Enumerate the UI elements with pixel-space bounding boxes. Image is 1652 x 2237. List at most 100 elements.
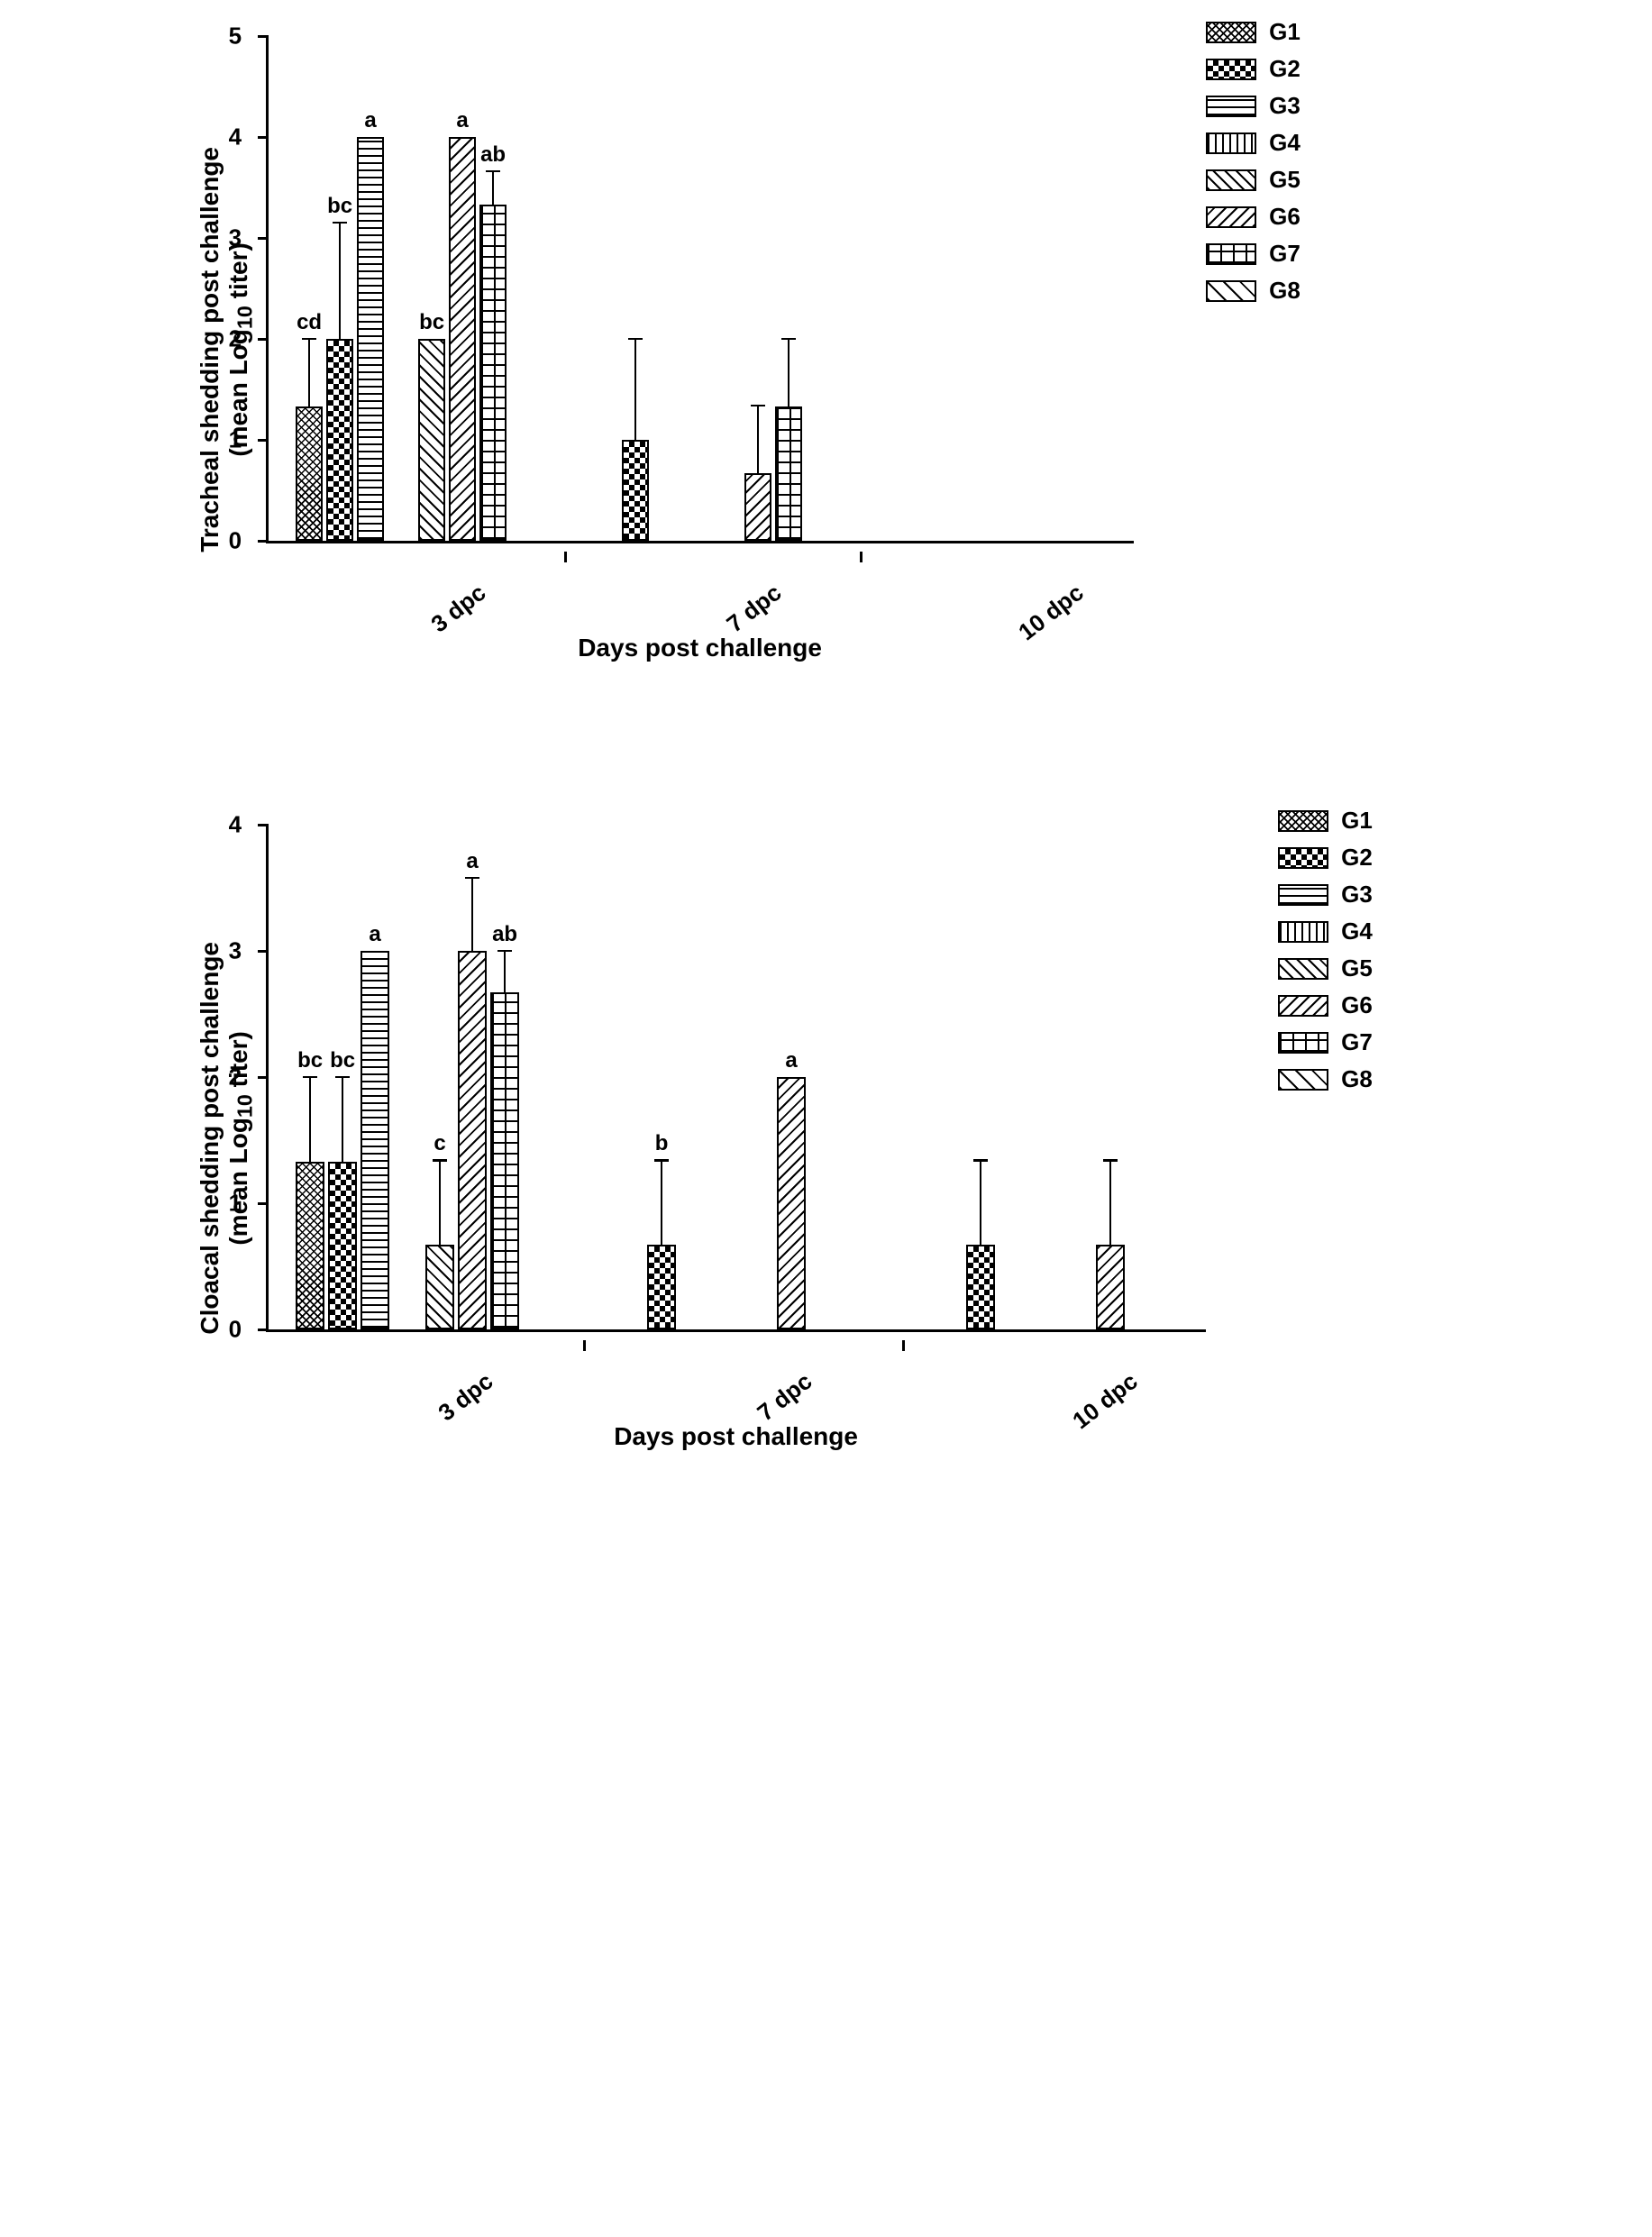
legend-label-G7: G7: [1269, 240, 1301, 268]
error-cap: [781, 338, 796, 341]
legend-swatch-G7: [1278, 1032, 1328, 1054]
bar-G7: [775, 406, 802, 541]
x-group-label: 7 dpc: [722, 579, 788, 638]
x-tick: [583, 1340, 586, 1351]
error-bar: [504, 951, 507, 992]
bar-G3: [357, 137, 384, 541]
legend-row-G5: G5: [1278, 954, 1373, 982]
plot-area-cloacal: 012343 dpc7 dpc10 dpcbcbcacaabba: [266, 825, 1206, 1332]
bar-G5: [425, 1245, 454, 1329]
legend-row-G3: G3: [1278, 881, 1373, 908]
bar-G6: [449, 137, 476, 541]
significance-label: ab: [492, 922, 517, 947]
x-axis-label-cloacal: Days post challenge: [266, 1422, 1206, 1451]
error-cap: [465, 877, 479, 880]
error-bar: [757, 406, 760, 473]
legend-swatch-G4: [1206, 132, 1256, 154]
y-tick-label: 4: [229, 811, 242, 839]
error-bar: [492, 171, 495, 205]
significance-label: bc: [419, 310, 444, 335]
x-group-label: 3 dpc: [426, 579, 492, 638]
legend-label-G7: G7: [1341, 1028, 1373, 1056]
y-tick-label: 5: [229, 23, 242, 50]
legend-label-G1: G1: [1269, 18, 1301, 46]
x-axis-label-tracheal: Days post challenge: [266, 634, 1134, 662]
legend-label-G8: G8: [1341, 1065, 1373, 1093]
error-cap: [302, 338, 316, 341]
legend-swatch-G2: [1278, 847, 1328, 869]
legend-label-G4: G4: [1341, 918, 1373, 945]
error-bar: [342, 1077, 344, 1162]
legend-row-G3: G3: [1206, 92, 1301, 120]
bar-G2: [647, 1245, 676, 1329]
significance-label: cd: [297, 310, 322, 335]
y-tick-label: 4: [229, 123, 242, 151]
legend-row-G1: G1: [1278, 807, 1373, 835]
error-bar: [980, 1160, 982, 1245]
legend-swatch-G3: [1206, 96, 1256, 117]
error-cap: [1103, 1159, 1118, 1162]
legend-label-G6: G6: [1341, 991, 1373, 1019]
error-cap: [497, 950, 512, 953]
legend-label-G3: G3: [1269, 92, 1301, 120]
significance-label: bc: [327, 194, 352, 219]
error-bar: [634, 339, 637, 440]
legend-swatch-G5: [1206, 169, 1256, 191]
panel-cloacal: Cloacal shedding post challenge (mean Lo…: [196, 825, 1457, 1451]
legend-swatch-G3: [1278, 884, 1328, 906]
legend-row-G7: G7: [1278, 1028, 1373, 1056]
legend-swatch-G4: [1278, 921, 1328, 943]
error-bar: [471, 878, 474, 951]
legend-label-G5: G5: [1269, 166, 1301, 194]
significance-label: a: [364, 108, 376, 133]
y-tick: [258, 237, 269, 240]
error-cap: [751, 405, 765, 407]
legend-swatch-G1: [1278, 810, 1328, 832]
significance-label: b: [655, 1131, 669, 1156]
legend-row-G1: G1: [1206, 18, 1301, 46]
legend-swatch-G5: [1278, 958, 1328, 980]
plot-area-tracheal: 0123453 dpc7 dpc10 dpccdbcabcaab: [266, 36, 1134, 543]
y-tick-label: 2: [229, 1064, 242, 1091]
bar-G3: [361, 951, 389, 1329]
error-bar: [661, 1160, 663, 1245]
error-cap: [335, 1076, 350, 1079]
legend-label-G8: G8: [1269, 277, 1301, 305]
legend-tracheal: G1G2G3G4G5G6G7G8: [1206, 18, 1301, 314]
x-tick: [902, 1340, 905, 1351]
figure: Tracheal shedding post challenge (mean L…: [196, 36, 1457, 1451]
significance-label: c: [434, 1131, 445, 1156]
error-cap: [433, 1159, 447, 1162]
x-group-label: 7 dpc: [753, 1367, 818, 1427]
y-tick: [258, 439, 269, 442]
y-tick-label: 3: [229, 937, 242, 965]
significance-label: a: [785, 1048, 797, 1073]
y-tick-label: 1: [229, 1190, 242, 1218]
error-bar: [439, 1160, 442, 1245]
error-bar: [309, 1077, 312, 1162]
y-tick: [258, 1329, 269, 1331]
legend-swatch-G7: [1206, 243, 1256, 265]
bar-G7: [479, 205, 507, 541]
legend-row-G7: G7: [1206, 240, 1301, 268]
error-cap: [303, 1076, 317, 1079]
legend-row-G6: G6: [1278, 991, 1373, 1019]
y-tick-label: 1: [229, 426, 242, 454]
legend-swatch-G2: [1206, 59, 1256, 80]
error-bar: [1109, 1160, 1112, 1245]
legend-row-G8: G8: [1278, 1065, 1373, 1093]
x-group-label: 3 dpc: [434, 1367, 499, 1427]
legend-label-G1: G1: [1341, 807, 1373, 835]
legend-label-G5: G5: [1341, 954, 1373, 982]
significance-label: ab: [480, 142, 506, 168]
legend-label-G2: G2: [1341, 844, 1373, 872]
error-cap: [628, 338, 643, 341]
y-tick: [258, 824, 269, 826]
bar-G2: [326, 339, 353, 541]
error-bar: [339, 223, 342, 339]
y-axis-label-cloacal: Cloacal shedding post challenge (mean Lo…: [196, 942, 258, 1335]
x-tick: [860, 552, 863, 562]
legend-row-G6: G6: [1206, 203, 1301, 231]
y-tick: [258, 1202, 269, 1205]
legend-row-G5: G5: [1206, 166, 1301, 194]
